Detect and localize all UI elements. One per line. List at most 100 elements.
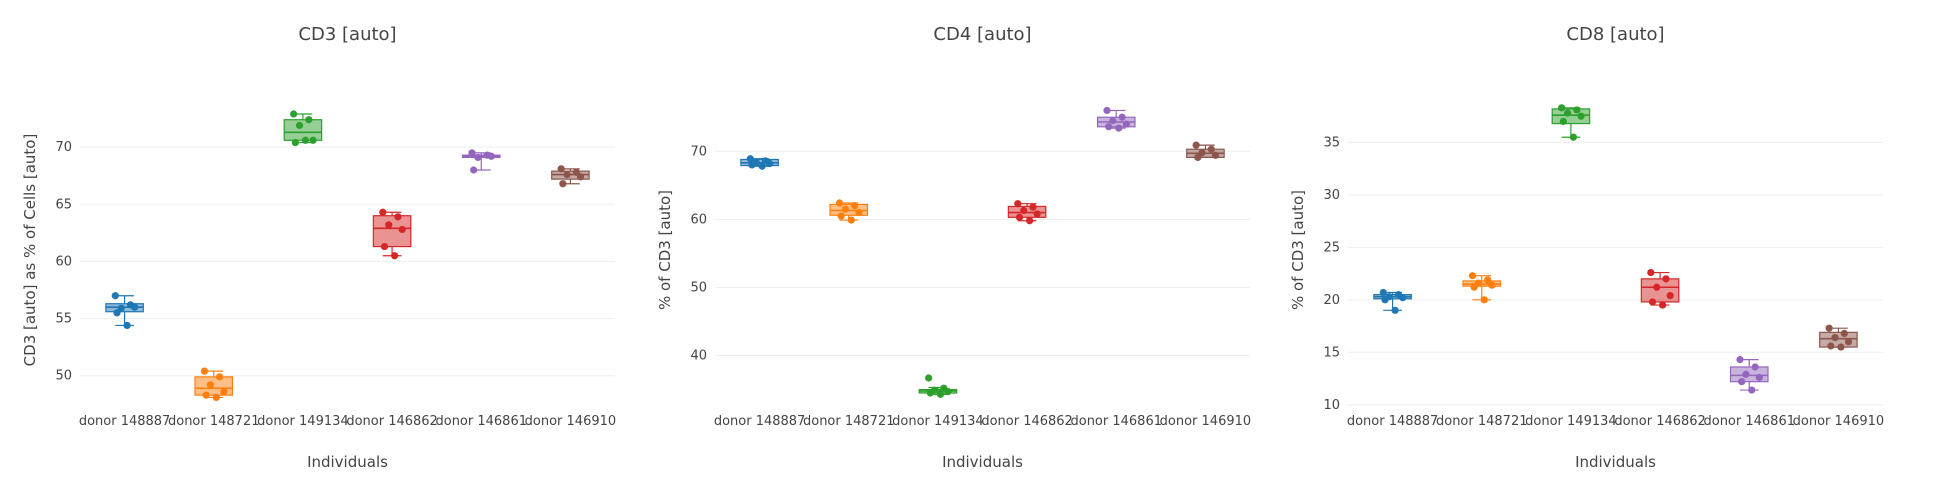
data-point bbox=[944, 388, 952, 396]
y-tick-label: 25 bbox=[1323, 240, 1340, 255]
x-tick-label: donor 148887 bbox=[1347, 414, 1439, 429]
data-point bbox=[291, 138, 299, 147]
box-group-6 bbox=[1186, 141, 1225, 162]
y-tick-label: 70 bbox=[690, 144, 707, 159]
data-point bbox=[851, 202, 859, 210]
box-group-2 bbox=[1462, 272, 1502, 304]
data-point bbox=[123, 321, 131, 330]
x-axis-title: Individuals bbox=[1575, 453, 1656, 471]
data-point bbox=[1470, 283, 1478, 291]
chart-panel-1: CD3 [auto] 50 55 60 65 70 CD3 [auto] as % of C… bbox=[21, 24, 616, 471]
data-point bbox=[1748, 386, 1756, 394]
box-group-4 bbox=[1640, 268, 1680, 309]
data-point bbox=[1569, 133, 1578, 141]
data-point bbox=[290, 110, 298, 118]
box-group-3 bbox=[1551, 104, 1591, 141]
x-tick-label: donor 146862 bbox=[346, 414, 438, 429]
box-iqr bbox=[1640, 278, 1680, 303]
box-iqr bbox=[283, 119, 323, 141]
data-point bbox=[563, 170, 571, 179]
data-point bbox=[926, 389, 934, 397]
data-point bbox=[1837, 343, 1845, 351]
data-point bbox=[1381, 296, 1389, 304]
chart-panel-3: CD8 [auto] 10 15 20 25 30 35 % of CD3 [auto] don… bbox=[1289, 24, 1884, 471]
box-group-5 bbox=[1729, 356, 1769, 394]
box-group-2 bbox=[194, 367, 234, 402]
x-tick-label: donor 149134 bbox=[892, 414, 984, 429]
y-tick-label: 50 bbox=[55, 369, 72, 384]
data-point bbox=[1559, 117, 1567, 126]
data-point bbox=[1742, 370, 1750, 378]
x-tick-label: donor 148887 bbox=[79, 414, 171, 429]
x-tick-label: donor 148887 bbox=[714, 414, 806, 429]
data-point bbox=[305, 116, 313, 124]
data-point bbox=[766, 159, 774, 168]
data-point bbox=[474, 153, 482, 162]
box-group-6 bbox=[551, 165, 590, 188]
x-tick-label: donor 146910 bbox=[1793, 414, 1885, 429]
data-point bbox=[1468, 272, 1477, 280]
box-group-1 bbox=[1373, 288, 1412, 314]
data-point bbox=[1648, 298, 1657, 306]
data-point bbox=[301, 136, 310, 144]
data-point bbox=[1755, 373, 1763, 382]
y-axis-title: % of CD3 [auto] bbox=[1289, 190, 1307, 310]
box-group-1 bbox=[105, 292, 144, 330]
data-point bbox=[1844, 338, 1853, 346]
data-point bbox=[200, 367, 209, 375]
data-point bbox=[559, 180, 567, 188]
data-point bbox=[1103, 106, 1111, 115]
x-axis-title: Individuals bbox=[942, 453, 1023, 471]
data-point bbox=[1118, 113, 1126, 121]
data-point bbox=[470, 166, 478, 174]
x-tick-label: donor 146861 bbox=[1703, 414, 1795, 429]
data-point bbox=[576, 173, 585, 181]
data-point bbox=[1115, 124, 1123, 132]
data-point bbox=[837, 212, 845, 220]
data-point bbox=[113, 309, 121, 317]
x-tick-label: donor 149134 bbox=[1525, 414, 1617, 429]
data-point bbox=[1647, 268, 1655, 277]
data-point bbox=[1015, 213, 1024, 221]
data-point bbox=[111, 292, 119, 300]
y-axis-title: CD3 [auto] as % of Cells [auto] bbox=[21, 134, 39, 367]
data-point bbox=[487, 152, 495, 160]
data-point bbox=[385, 221, 393, 229]
data-point bbox=[117, 304, 125, 312]
data-point bbox=[1751, 363, 1759, 371]
data-point bbox=[847, 216, 855, 224]
data-point bbox=[1391, 306, 1399, 314]
data-point bbox=[1194, 153, 1202, 162]
box-group-3 bbox=[918, 374, 958, 398]
x-tick-label: donor 146862 bbox=[1614, 414, 1706, 429]
data-point bbox=[1573, 106, 1581, 114]
data-point bbox=[394, 213, 402, 221]
data-point bbox=[468, 149, 476, 157]
data-point bbox=[398, 225, 406, 234]
data-point bbox=[206, 381, 214, 389]
y-axis-title: % of CD3 [auto] bbox=[656, 190, 674, 310]
data-point bbox=[1662, 275, 1670, 283]
data-point bbox=[380, 242, 389, 251]
y-tick-label: 40 bbox=[690, 349, 707, 364]
data-point bbox=[1840, 329, 1848, 338]
data-point bbox=[835, 199, 844, 207]
data-point bbox=[212, 393, 220, 402]
box-group-4 bbox=[372, 208, 412, 260]
x-tick-label: donor 148721 bbox=[803, 414, 895, 429]
data-point bbox=[557, 165, 565, 173]
y-tick-label: 50 bbox=[690, 280, 707, 295]
data-point bbox=[1480, 296, 1488, 304]
y-tick-label: 55 bbox=[55, 312, 72, 327]
x-tick-label: donor 146910 bbox=[1160, 414, 1252, 429]
data-point bbox=[202, 391, 210, 399]
data-point bbox=[1577, 112, 1585, 120]
x-tick-label: donor 148721 bbox=[1436, 414, 1528, 429]
data-point bbox=[1736, 356, 1744, 364]
y-tick-label: 20 bbox=[1323, 293, 1340, 308]
x-tick-label: donor 146861 bbox=[1070, 414, 1162, 429]
data-point bbox=[1207, 145, 1215, 153]
data-point bbox=[572, 168, 580, 176]
x-tick-label: donor 146861 bbox=[435, 414, 527, 429]
